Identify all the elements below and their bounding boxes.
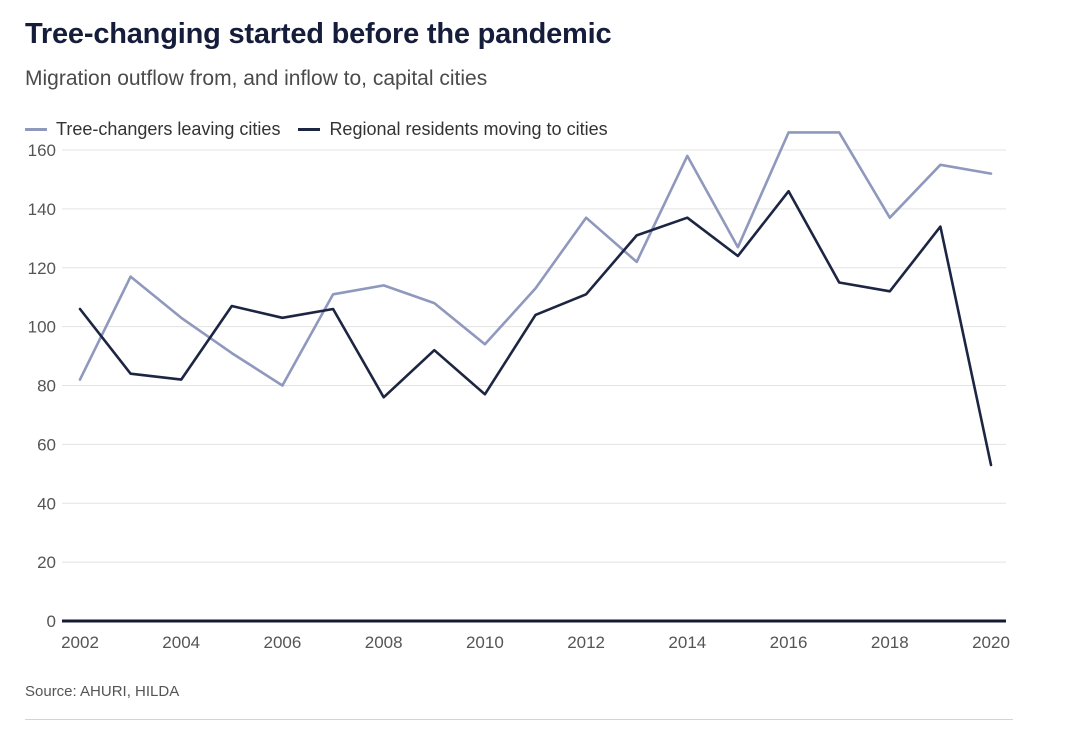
- x-tick-label-2010: 2010: [466, 633, 504, 652]
- legend-item-regional-residents: Regional residents moving to cities: [298, 118, 608, 140]
- y-tick-label-80: 80: [37, 377, 56, 396]
- series-lines: [78, 131, 993, 467]
- x-tick-label-2020: 2020: [972, 633, 1010, 652]
- x-tick-label-2016: 2016: [770, 633, 808, 652]
- x-tick-label-2018: 2018: [871, 633, 909, 652]
- y-tick-label-0: 0: [47, 612, 56, 631]
- x-tick-label-2012: 2012: [567, 633, 605, 652]
- y-tick-label-160: 160: [28, 141, 56, 160]
- y-tick-label-60: 60: [37, 435, 56, 454]
- x-tick-label-2006: 2006: [264, 633, 302, 652]
- legend-swatch-regional-residents: [298, 127, 321, 131]
- chart-subtitle: Migration outflow from, and inflow to, c…: [25, 67, 488, 90]
- x-tick-label-2014: 2014: [668, 633, 706, 652]
- legend-item-tree-changers: Tree-changers leaving cities: [25, 119, 280, 140]
- gridlines: [62, 149, 1006, 563]
- source-note: Source: AHURI, HILDA: [25, 683, 180, 700]
- legend-swatch-tree-changers: [25, 127, 47, 131]
- y-tick-label-140: 140: [28, 200, 56, 219]
- y-tick-label-100: 100: [28, 318, 56, 337]
- x-tick-label-2002: 2002: [61, 633, 99, 652]
- y-axis-ticks: 0 20 40 60 80 100 120 140 160: [28, 141, 56, 631]
- y-tick-label-40: 40: [37, 494, 56, 513]
- y-tick-label-20: 20: [37, 553, 56, 572]
- chart-legend: Tree-changers leaving cities Regional re…: [25, 116, 626, 142]
- series-line-regional-residents: [78, 189, 993, 467]
- x-axis-ticks: 2002 2004 2006 2008 2010 2012 2014 2016 2018 2020: [61, 633, 1010, 652]
- footer-divider: [25, 719, 1013, 720]
- y-tick-label-120: 120: [28, 259, 56, 278]
- legend-label-regional-residents: Regional residents moving to cities: [329, 118, 608, 139]
- legend-label-tree-changers: Tree-changers leaving cities: [56, 118, 281, 139]
- chart-title: Tree-changing started before the pandemi…: [25, 18, 612, 50]
- x-tick-label-2004: 2004: [162, 633, 200, 652]
- series-line-tree-changers: [78, 131, 993, 387]
- x-tick-label-2008: 2008: [365, 633, 403, 652]
